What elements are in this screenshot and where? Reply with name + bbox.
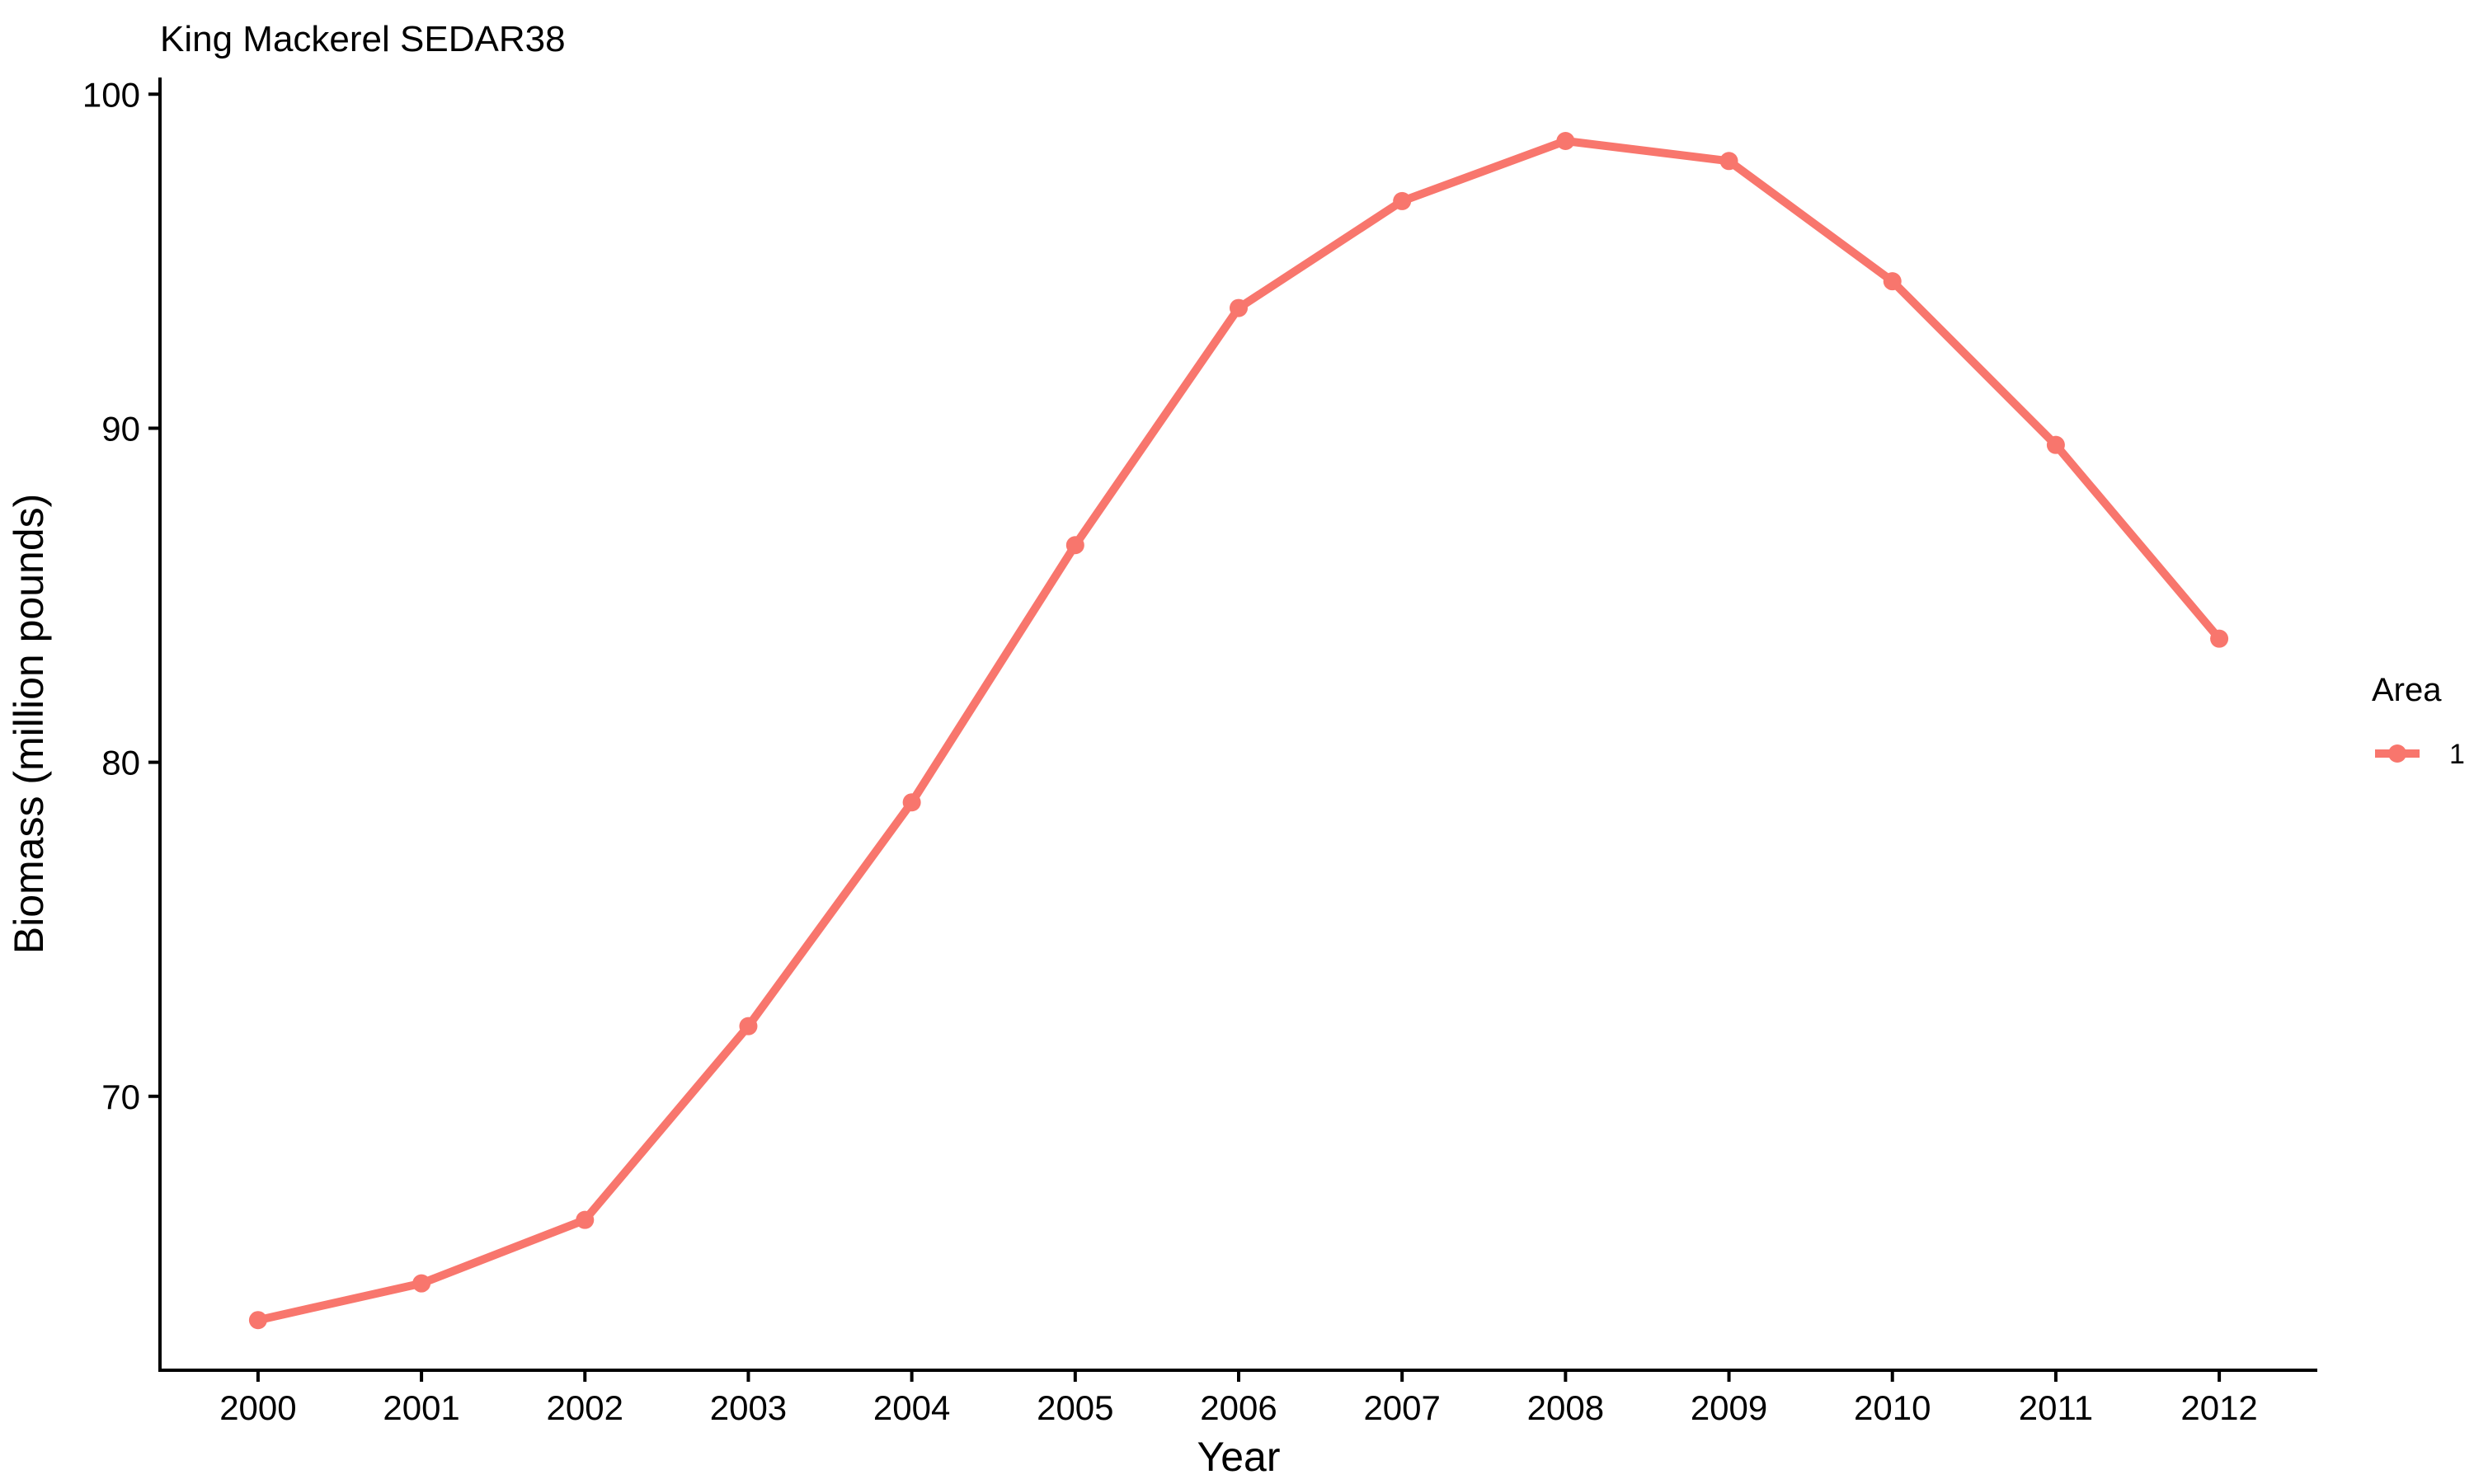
data-point <box>2210 629 2229 648</box>
data-point <box>1883 272 1902 291</box>
data-point <box>1230 298 1248 317</box>
data-point <box>902 793 921 812</box>
legend-entries: 1 <box>2375 739 2465 770</box>
x-tick-label: 2010 <box>1854 1388 1931 1427</box>
x-tick-label: 2001 <box>383 1388 459 1427</box>
series-line <box>253 136 2224 1325</box>
data-point <box>2046 435 2065 454</box>
data-point <box>739 1017 758 1036</box>
x-tick-label: 2011 <box>2019 1388 2093 1427</box>
legend-entry-label: 1 <box>2449 739 2465 770</box>
x-axis-ticks: 2000 2001 2002 2003 2004 2005 2006 2007 2008 2009… <box>219 1370 2258 1427</box>
x-tick-label: 2005 <box>1037 1388 1113 1427</box>
legend: Area 1 <box>2372 672 2465 770</box>
data-point <box>1719 152 1738 171</box>
x-tick-label: 2002 <box>547 1388 623 1427</box>
data-point <box>1393 191 1412 210</box>
data-point <box>576 1210 595 1229</box>
x-tick-label: 2008 <box>1527 1388 1604 1427</box>
data-point <box>1556 131 1575 150</box>
y-tick-label: 80 <box>101 744 140 782</box>
plot-area <box>248 131 2229 1330</box>
y-tick-label: 70 <box>101 1078 140 1116</box>
x-tick-label: 2003 <box>710 1388 787 1427</box>
y-axis-title: Biomass (million pounds) <box>6 494 52 955</box>
x-tick-label: 2009 <box>1691 1388 1767 1427</box>
x-tick-label: 2000 <box>219 1388 296 1427</box>
data-point <box>1065 536 1084 555</box>
x-tick-label: 2006 <box>1200 1388 1277 1427</box>
legend-key-point <box>2388 744 2406 763</box>
y-axis-ticks: 70 80 90 100 <box>82 75 160 1116</box>
x-tick-label: 2012 <box>2180 1388 2257 1427</box>
y-tick-label: 90 <box>101 409 140 448</box>
x-tick-label: 2007 <box>1363 1388 1440 1427</box>
y-tick-label: 100 <box>82 75 140 114</box>
legend-title: Area <box>2372 672 2442 708</box>
x-axis-title: Year <box>1197 1434 1280 1480</box>
chart-title: King Mackerel SEDAR38 <box>160 19 566 59</box>
data-point <box>412 1274 431 1293</box>
x-tick-label: 2004 <box>873 1388 950 1427</box>
data-point <box>248 1311 267 1330</box>
